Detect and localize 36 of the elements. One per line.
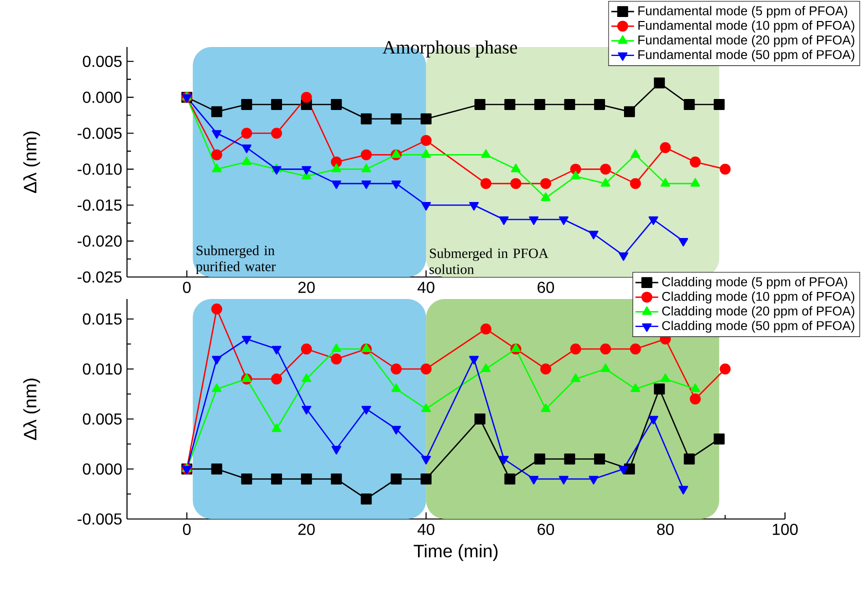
y-tick-label: -0.020 [78, 235, 122, 247]
y-tick-label: -0.010 [78, 164, 122, 175]
x-tick-label: 20 [298, 282, 315, 294]
x-tick-label: 60 [538, 524, 554, 536]
y-tick-label: 0.005 [82, 56, 122, 68]
band-label: Submerged in PFOA solution [430, 248, 548, 274]
y-axis-title: Δλ (nm) [23, 378, 40, 440]
legend-label: Cladding mode (10 ppm of PFOA) [662, 292, 854, 304]
y-tick-label: 0.000 [82, 92, 122, 103]
x-tick-label: 20 [298, 524, 315, 536]
y-tick-label: -0.005 [78, 128, 122, 139]
x-tick-label: 40 [418, 282, 434, 294]
x-tick-label: 0 [183, 282, 191, 294]
x-tick-label: 100 [772, 524, 798, 536]
legend-label: Fundamental mode (5 ppm of PFOA) [638, 6, 848, 18]
y-tick-label: 0.010 [82, 363, 122, 375]
legend-label: Fundamental mode (50 ppm of PFOA) [638, 50, 854, 62]
y-tick-label: -0.015 [78, 199, 122, 211]
legend-label: Cladding mode (20 ppm of PFOA) [662, 306, 854, 318]
x-tick-label: 0 [183, 524, 191, 536]
legend-label: Fundamental mode (10 ppm of PFOA) [638, 20, 854, 32]
x-axis-title: Time (min) [414, 544, 498, 561]
y-tick-label: 0.005 [82, 413, 122, 425]
y-axis-title: Δλ (nm) [23, 132, 40, 193]
chart-title: Amorphous phase [382, 40, 518, 58]
band-label: Submerged in purified water [196, 245, 276, 274]
x-tick-label: 80 [657, 524, 674, 536]
legend-label: Cladding mode (5 ppm of PFOA) [662, 276, 848, 289]
y-tick-label: -0.025 [78, 271, 122, 283]
y-tick-label: 0.015 [82, 313, 122, 325]
x-tick-label: 40 [418, 524, 434, 536]
y-tick-label: 0.000 [82, 463, 122, 475]
legend-label: Cladding mode (50 ppm of PFOA) [662, 320, 854, 333]
x-tick-label: 60 [538, 282, 554, 294]
legend-label: Fundamental mode (20 ppm of PFOA) [638, 35, 854, 48]
y-tick-label: -0.005 [78, 513, 122, 525]
